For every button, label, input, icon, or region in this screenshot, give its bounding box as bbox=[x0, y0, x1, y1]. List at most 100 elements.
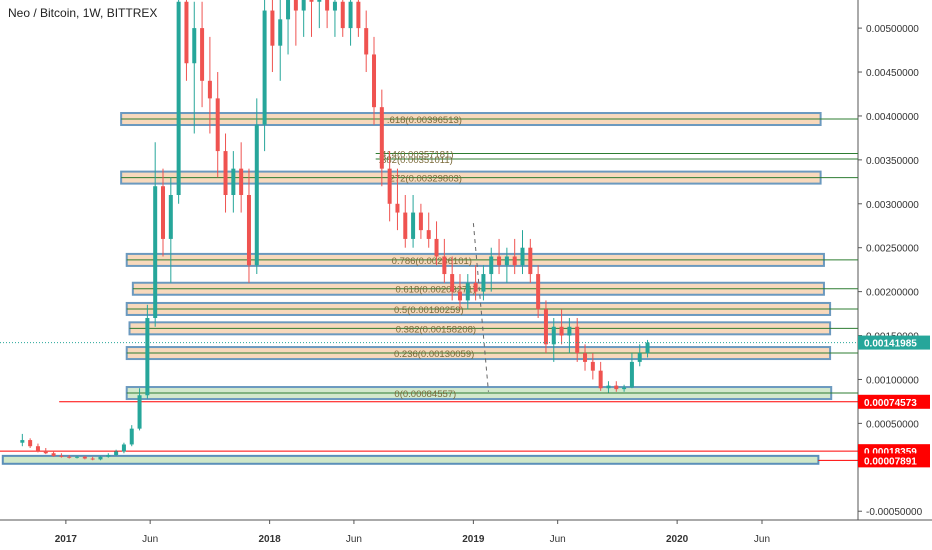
candle-body bbox=[215, 98, 220, 152]
y-tick-label: 0.00450000 bbox=[866, 68, 919, 79]
candle-body bbox=[28, 440, 33, 447]
candle bbox=[246, 168, 251, 283]
candle bbox=[465, 274, 470, 310]
candle-body bbox=[317, 0, 322, 2]
candle bbox=[137, 388, 142, 431]
candle-body bbox=[98, 456, 103, 460]
candle-body bbox=[426, 230, 431, 239]
candle bbox=[543, 300, 548, 354]
candle bbox=[536, 265, 541, 318]
x-tick-label: 2018 bbox=[259, 534, 282, 545]
candle-body bbox=[442, 256, 447, 275]
candle bbox=[481, 265, 486, 301]
candle bbox=[512, 238, 517, 275]
candle-body bbox=[293, 0, 298, 11]
candle bbox=[583, 344, 588, 371]
candle-body bbox=[614, 385, 619, 390]
fib-level-label: 0.236(0.00130059) bbox=[394, 349, 474, 360]
candle bbox=[262, 0, 267, 152]
candle-body bbox=[325, 0, 330, 11]
candle bbox=[622, 384, 627, 392]
candle bbox=[231, 151, 236, 213]
candle bbox=[192, 1, 197, 134]
candle-body bbox=[598, 370, 603, 389]
candle-body bbox=[473, 282, 478, 292]
candle bbox=[75, 455, 80, 459]
fib-level-label: .272(0.00329803) bbox=[387, 174, 462, 185]
price-tag-label: 0.00074573 bbox=[864, 398, 917, 409]
candle-body bbox=[590, 361, 595, 371]
support-zone bbox=[1, 454, 820, 465]
candle bbox=[395, 168, 400, 231]
fib-level-label: .382(0.00351011) bbox=[378, 155, 452, 166]
candle-body bbox=[207, 80, 212, 99]
candle-body bbox=[301, 0, 306, 11]
candle bbox=[551, 317, 556, 362]
candle bbox=[121, 442, 126, 454]
candle-body bbox=[168, 195, 173, 239]
candle-body bbox=[457, 291, 462, 301]
fib-level-label: .618(0.00396513) bbox=[387, 115, 462, 126]
candle bbox=[575, 317, 580, 362]
y-tick-label: 0.00350000 bbox=[866, 156, 919, 167]
candle-body bbox=[543, 309, 548, 345]
candle-body bbox=[35, 446, 40, 451]
candle-body bbox=[106, 455, 111, 457]
candle bbox=[387, 151, 392, 222]
candle-body bbox=[403, 212, 408, 239]
candle-body bbox=[137, 395, 142, 429]
candle-body bbox=[520, 247, 525, 266]
candle-body bbox=[504, 256, 509, 266]
candle bbox=[364, 10, 369, 73]
fib-level-label: 0.786(0.00236101) bbox=[392, 256, 472, 267]
candle-body bbox=[411, 212, 416, 239]
candle-body bbox=[176, 1, 181, 195]
candle-body bbox=[622, 387, 627, 390]
candle bbox=[168, 177, 173, 283]
candle-body bbox=[114, 451, 119, 455]
candle bbox=[442, 238, 447, 283]
candle bbox=[614, 381, 619, 392]
candle bbox=[637, 344, 642, 367]
candle-body bbox=[121, 444, 126, 452]
candle bbox=[82, 455, 87, 460]
candle-body bbox=[278, 19, 283, 46]
candle bbox=[51, 450, 56, 457]
candle-body bbox=[82, 456, 87, 459]
y-tick-label: 0.00100000 bbox=[866, 375, 919, 386]
candle-body bbox=[637, 353, 642, 362]
y-tick-label: 0.00300000 bbox=[866, 200, 919, 211]
candle-body bbox=[246, 195, 251, 266]
candle-body bbox=[192, 28, 197, 64]
candle bbox=[520, 230, 525, 275]
candle-body bbox=[450, 274, 455, 292]
candle-body bbox=[153, 186, 158, 318]
candle-body bbox=[239, 168, 244, 195]
candle bbox=[325, 0, 330, 29]
candle-body bbox=[481, 274, 486, 292]
candle bbox=[207, 36, 212, 134]
candle-body bbox=[387, 168, 392, 204]
candle-body bbox=[200, 28, 205, 81]
candle-body bbox=[231, 168, 236, 195]
candle bbox=[161, 168, 166, 257]
candle-body bbox=[356, 1, 361, 29]
price-tag-label: 0.00141985 bbox=[864, 339, 917, 350]
candle-body bbox=[51, 453, 56, 456]
candle bbox=[270, 0, 275, 73]
candle bbox=[473, 265, 478, 301]
y-tick-label: 0.00050000 bbox=[866, 419, 919, 430]
candle-body bbox=[90, 458, 95, 460]
candle bbox=[223, 133, 228, 213]
fib-level-label: .414(0.00357181) bbox=[378, 150, 453, 161]
candle bbox=[286, 0, 291, 55]
candle-body bbox=[606, 385, 611, 389]
candle bbox=[450, 256, 455, 301]
y-tick-label: 0.00250000 bbox=[866, 244, 919, 255]
candle bbox=[629, 353, 634, 389]
y-tick-label: 0.00200000 bbox=[866, 288, 919, 299]
candle bbox=[28, 438, 33, 448]
y-tick-label: 0.00400000 bbox=[866, 112, 919, 123]
candle bbox=[403, 195, 408, 248]
